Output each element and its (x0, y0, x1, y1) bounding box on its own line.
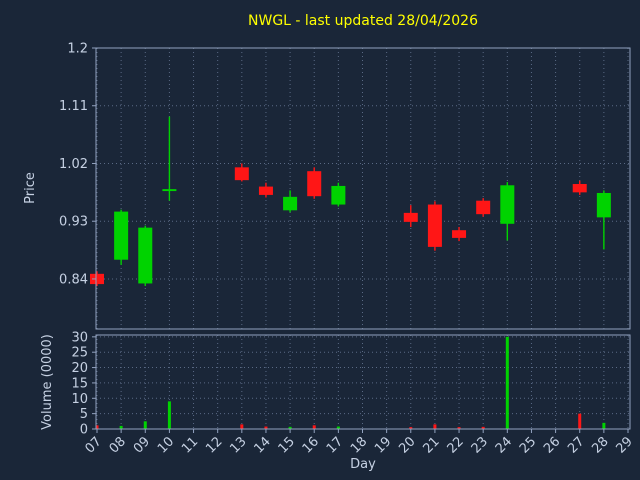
volume-bar (167, 401, 171, 429)
candle-body (138, 227, 153, 284)
candle-body (307, 171, 322, 197)
volume-axis-label: Volume (0000) (40, 334, 55, 430)
candle-body (452, 230, 467, 238)
volume-bar (240, 424, 244, 429)
chart-title: NWGL - last updated 28/04/2026 (248, 13, 478, 29)
volume-bar (95, 425, 99, 429)
volume-bar (578, 413, 582, 429)
candle-body (90, 273, 104, 285)
price-axis-label: Price (23, 172, 38, 204)
volume-bar (409, 427, 413, 429)
price-tick-label: 0.93 (59, 215, 88, 230)
volume-bar (336, 426, 340, 429)
candle-body (234, 167, 249, 181)
candle-body (258, 186, 273, 195)
volume-bar (481, 426, 485, 429)
volume-bar (433, 424, 437, 429)
candle-body (114, 211, 129, 260)
x-axis-label: Day (350, 457, 376, 472)
candle-body (162, 189, 177, 192)
candle-body (500, 185, 515, 224)
volume-tick-label: 20 (71, 361, 88, 376)
volume-bar (288, 426, 292, 429)
volume-tick-label: 30 (71, 330, 88, 345)
candle-body (403, 212, 418, 222)
volume-bar (602, 422, 606, 429)
volume-tick-label: 5 (80, 407, 88, 422)
volume-bar (119, 425, 123, 429)
volume-bar (505, 336, 509, 429)
volume-bar (457, 427, 461, 429)
candle-body (427, 204, 442, 247)
volume-tick-label: 25 (71, 346, 88, 361)
candle-body (331, 185, 346, 205)
price-tick-label: 1.2 (67, 42, 88, 57)
candle-body (283, 196, 298, 211)
volume-tick-label: 10 (71, 392, 88, 407)
volume-tick-label: 15 (71, 376, 88, 391)
candles (90, 116, 611, 287)
volume-tick-label: 0 (80, 423, 88, 438)
volume-bars (95, 336, 606, 429)
candle-body (572, 184, 587, 193)
tick-marks (92, 47, 629, 433)
price-tick-label: 0.84 (59, 272, 88, 287)
price-tick-label: 1.11 (59, 99, 88, 114)
volume-bar (264, 426, 268, 429)
volume-bar (312, 425, 316, 429)
volume-bar (143, 421, 147, 429)
candle-body (596, 192, 611, 218)
candle-body (476, 200, 491, 215)
price-tick-label: 1.02 (59, 157, 88, 172)
